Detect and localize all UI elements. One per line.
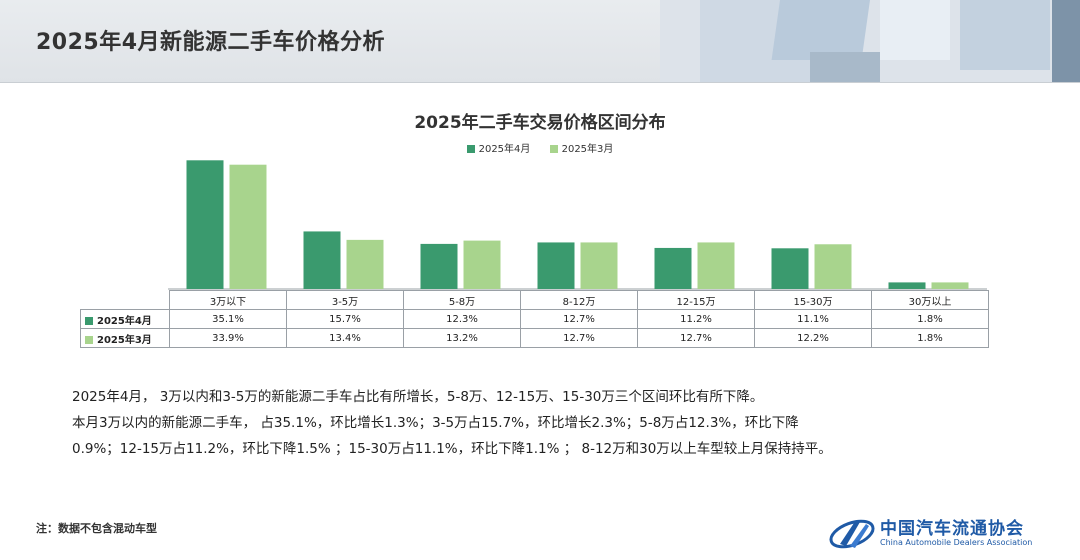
table-row-header-apr: 2025年4月 xyxy=(80,309,170,329)
data-label: 12.3% xyxy=(403,309,521,329)
table-row-mar: 2025年3月 33.9% 13.4% 13.2% 12.7% 12.7% 12… xyxy=(80,328,989,348)
cada-logo-icon xyxy=(829,519,875,549)
legend-item-mar: 2025年3月 xyxy=(549,140,614,155)
bar-apr-2 xyxy=(420,243,458,289)
data-label: 1.8% xyxy=(871,328,989,348)
legend-swatch-mar xyxy=(549,145,558,153)
legend-item-apr: 2025年4月 xyxy=(466,140,531,155)
legend-swatch-apr xyxy=(466,145,475,153)
data-label: 13.2% xyxy=(403,328,521,348)
category-label: 3-5万 xyxy=(286,290,404,310)
data-label: 15.7% xyxy=(286,309,404,329)
bar-apr-1 xyxy=(303,231,341,289)
logo-text-en: China Automobile Dealers Association xyxy=(880,538,1033,547)
bar-apr-4 xyxy=(654,247,692,289)
bar-mar-0 xyxy=(229,164,267,289)
data-label: 11.1% xyxy=(754,309,872,329)
data-label: 12.7% xyxy=(637,328,755,348)
bar-apr-5 xyxy=(771,248,809,289)
legend-label-mar: 2025年3月 xyxy=(561,144,614,155)
chart-data-table: 3万以下 3-5万 5-8万 8-12万 12-15万 15-30万 30万以上… xyxy=(80,290,989,348)
bar-mar-3 xyxy=(580,242,618,289)
row-label-apr: 2025年4月 xyxy=(97,315,152,327)
analysis-line-3: 0.9%；12-15万占11.2%，环比下降1.5% ；15-30万占11.1%… xyxy=(72,441,832,457)
bar-mar-5 xyxy=(814,244,852,289)
table-row-apr: 2025年4月 35.1% 15.7% 12.3% 12.7% 11.2% 11… xyxy=(80,309,989,329)
data-label: 35.1% xyxy=(169,309,287,329)
category-label: 8-12万 xyxy=(520,290,638,310)
cada-logo: 中国汽车流通协会 China Automobile Dealers Associ… xyxy=(826,514,1076,554)
chart-area: 2025年二手车交易价格区间分布 2025年4月 2025年3月 xyxy=(0,100,1080,360)
bar-mar-2 xyxy=(463,240,501,289)
table-row-header-mar: 2025年3月 xyxy=(80,328,170,348)
analysis-line-2: 本月3万以内的新能源二手车， 占35.1%，环比增长1.3%；3-5万占15.7… xyxy=(72,415,799,431)
row-swatch-apr xyxy=(85,316,93,325)
category-label: 30万以上 xyxy=(871,290,989,310)
table-row-categories: 3万以下 3-5万 5-8万 8-12万 12-15万 15-30万 30万以上 xyxy=(80,290,989,310)
chart-legend: 2025年4月 2025年3月 xyxy=(0,140,1080,155)
table-corner xyxy=(80,290,170,310)
chart-title: 2025年二手车交易价格区间分布 xyxy=(414,113,666,133)
category-label: 12-15万 xyxy=(637,290,755,310)
bar-apr-6 xyxy=(888,282,926,289)
category-label: 3万以下 xyxy=(169,290,287,310)
bar-chart-plot xyxy=(168,160,987,290)
data-label: 12.7% xyxy=(520,328,638,348)
bar-apr-0 xyxy=(186,160,224,289)
logo-text-cn: 中国汽车流通协会 xyxy=(880,519,1024,539)
data-label: 13.4% xyxy=(286,328,404,348)
category-label: 15-30万 xyxy=(754,290,872,310)
analysis-line-1: 2025年4月， 3万以内和3-5万的新能源二手车占比有所增长，5-8万、12-… xyxy=(72,389,764,405)
footnote: 注：数据不包含混动车型 xyxy=(36,522,157,535)
category-label: 5-8万 xyxy=(403,290,521,310)
header-banner: 2025年4月新能源二手车价格分析 xyxy=(0,0,1080,83)
bar-mar-1 xyxy=(346,239,384,289)
row-swatch-mar xyxy=(85,335,93,344)
analysis-text: 2025年4月， 3万以内和3-5万的新能源二手车占比有所增长，5-8万、12-… xyxy=(72,384,1062,462)
bar-mar-4 xyxy=(697,242,735,289)
row-label-mar: 2025年3月 xyxy=(97,334,152,346)
legend-label-apr: 2025年4月 xyxy=(478,144,531,155)
data-label: 12.2% xyxy=(754,328,872,348)
data-label: 1.8% xyxy=(871,309,989,329)
decorative-cubes-image xyxy=(660,0,1080,82)
page-title: 2025年4月新能源二手车价格分析 xyxy=(36,30,386,55)
bar-mar-6 xyxy=(931,282,969,289)
data-label: 11.2% xyxy=(637,309,755,329)
bar-apr-3 xyxy=(537,242,575,289)
data-label: 12.7% xyxy=(520,309,638,329)
data-label: 33.9% xyxy=(169,328,287,348)
